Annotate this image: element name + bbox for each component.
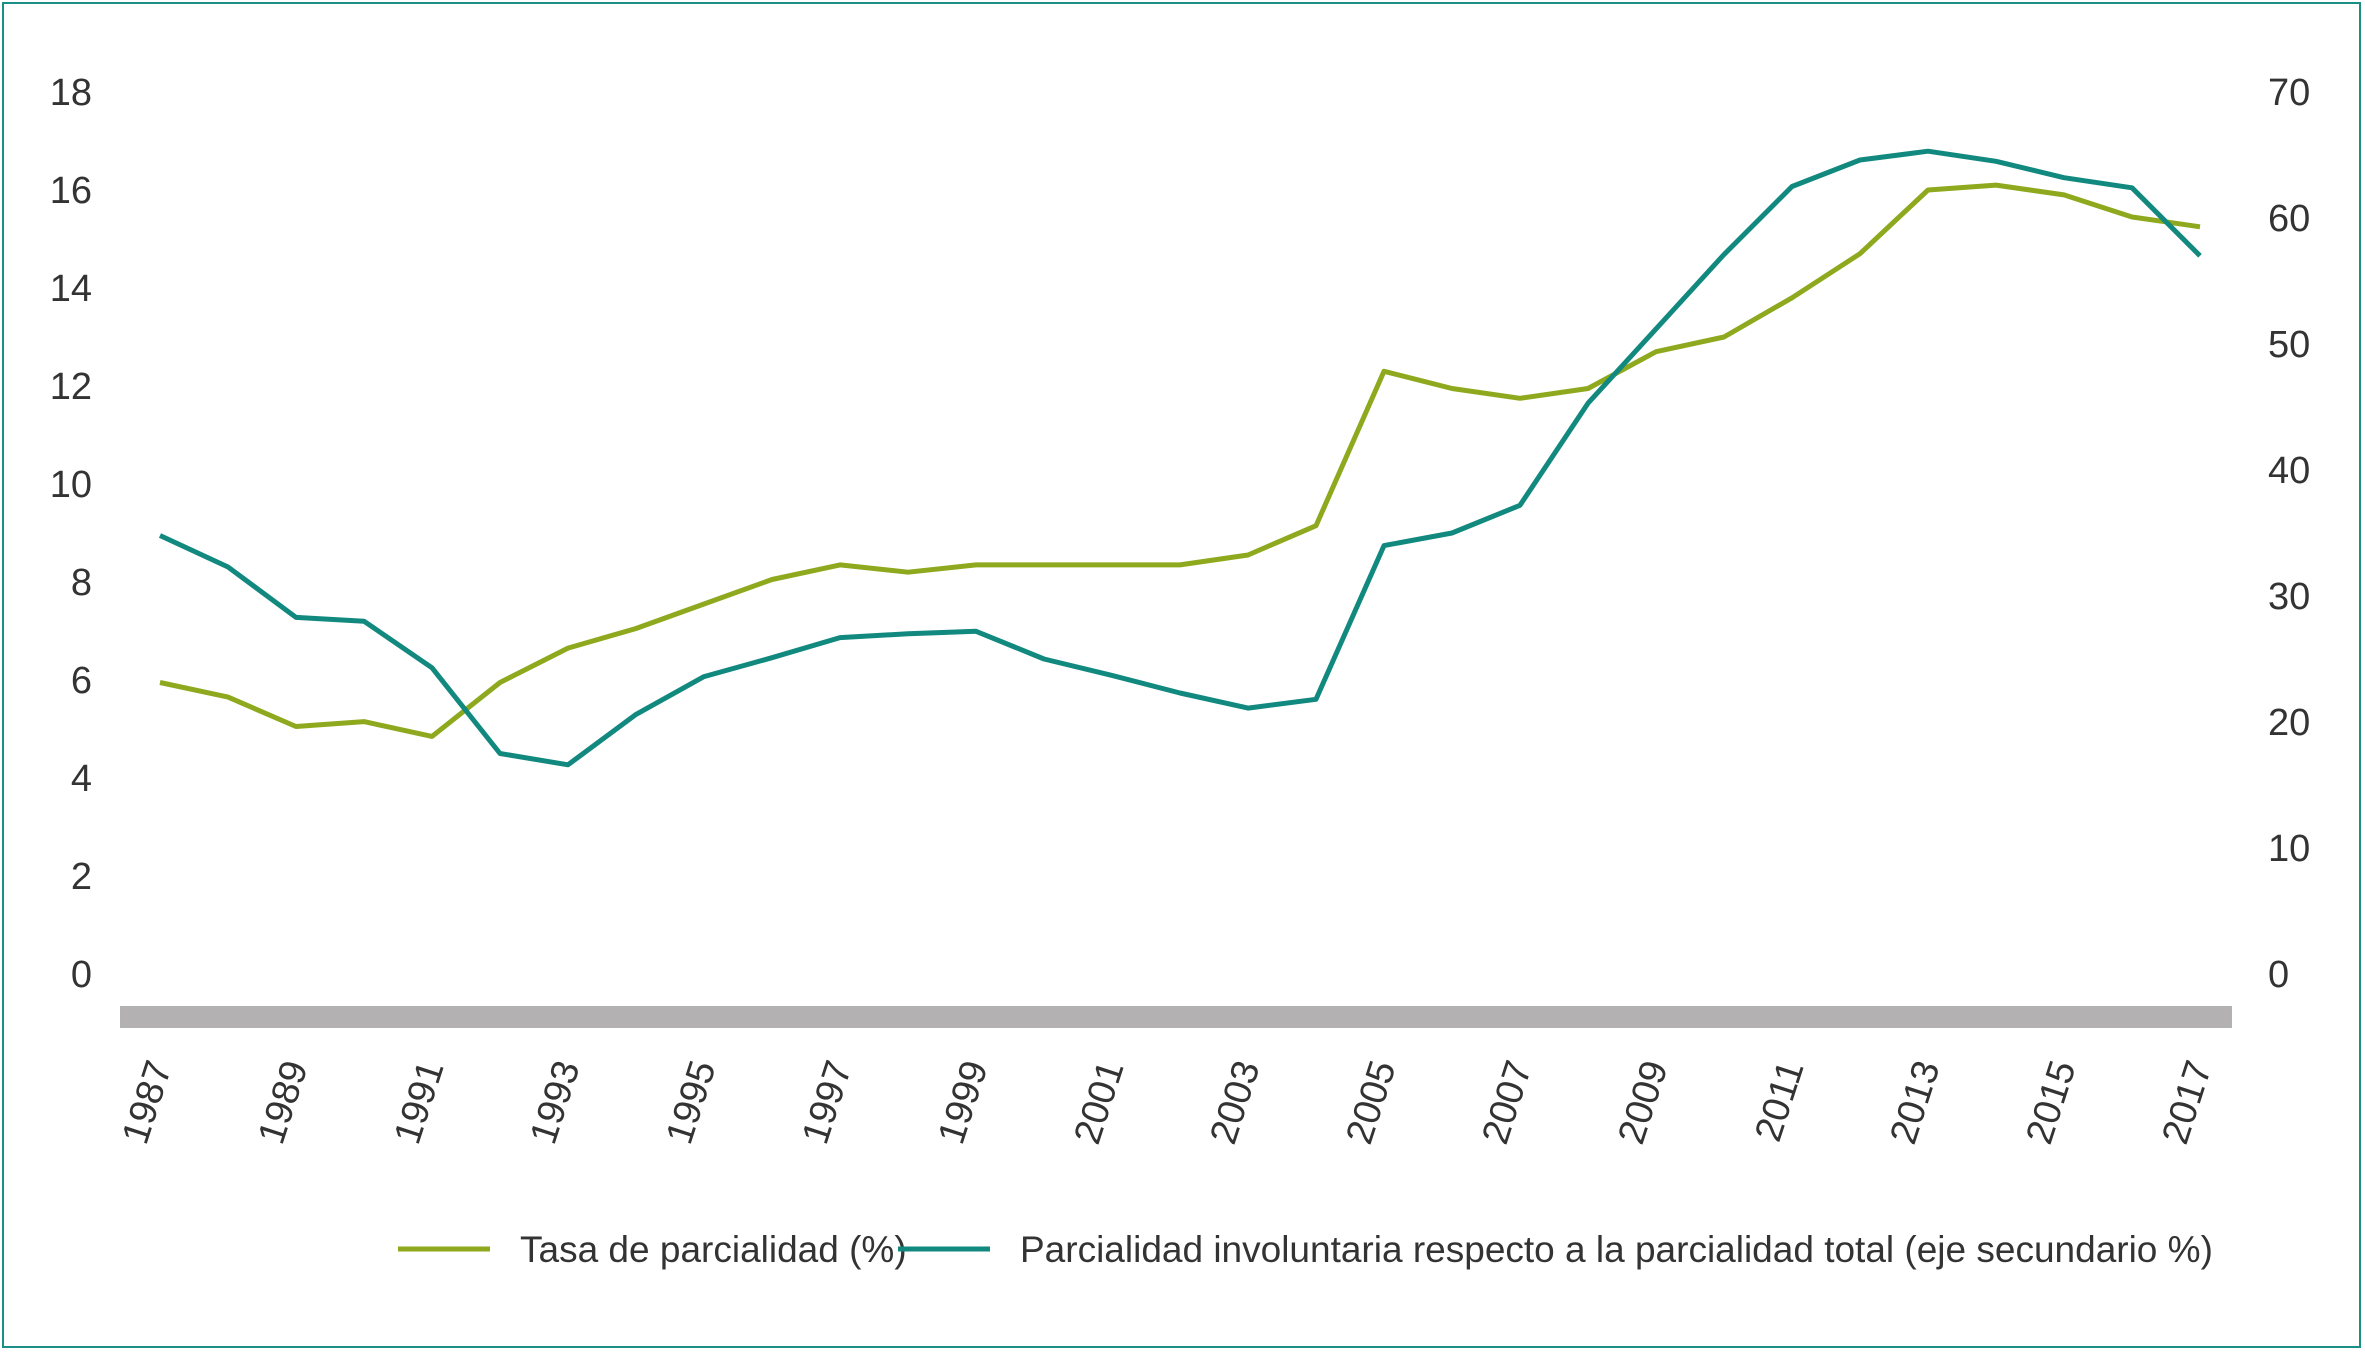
legend-label-involuntaria: Parcialidad involuntaria respecto a la p… <box>1020 1229 2213 1270</box>
right-axis-tick-label: 0 <box>2268 954 2289 996</box>
right-axis-tick-label: 60 <box>2268 198 2310 240</box>
right-axis-tick-label: 20 <box>2268 702 2310 744</box>
x-axis-tick-label: 2013 <box>1882 1056 1948 1149</box>
left-axis-ticks: 0 2 4 6 8 10 12 14 16 18 <box>50 72 92 996</box>
left-axis-tick-label: 14 <box>50 268 92 310</box>
x-axis-bar <box>120 1006 2232 1028</box>
x-axis-tick-label: 2009 <box>1610 1056 1676 1149</box>
x-axis-tick-label: 2015 <box>2018 1056 2084 1149</box>
right-axis-tick-label: 30 <box>2268 576 2310 618</box>
x-axis-ticks: 1987 1989 1991 1993 1995 1997 1999 2001 2003 2005… <box>114 1056 2220 1149</box>
left-axis-tick-label: 18 <box>50 72 92 114</box>
series-line-tasa <box>159 182 2201 739</box>
left-axis-tick-label: 12 <box>50 366 92 408</box>
left-axis-tick-label: 4 <box>71 758 92 800</box>
x-axis-tick-label: 1995 <box>658 1056 724 1149</box>
x-axis-tick-label: 1999 <box>930 1056 996 1149</box>
left-axis-tick-label: 10 <box>50 464 92 506</box>
x-axis-tick-label: 1987 <box>114 1056 180 1149</box>
right-axis-tick-label: 10 <box>2268 828 2310 870</box>
x-axis-tick-label: 2003 <box>1202 1056 1268 1149</box>
right-axis-tick-label: 70 <box>2268 72 2310 114</box>
right-axis-tick-label: 50 <box>2268 324 2310 366</box>
left-axis-tick-label: 2 <box>71 856 92 898</box>
right-axis-tick-label: 40 <box>2268 450 2310 492</box>
series-line-involuntaria <box>158 148 2202 768</box>
x-axis-tick-label: 1993 <box>522 1056 588 1149</box>
x-axis-tick-label: 2007 <box>1474 1056 1540 1149</box>
x-axis-tick-label: 1997 <box>794 1056 860 1149</box>
x-axis-tick-label: 1991 <box>386 1056 452 1149</box>
x-axis-tick-label: 2005 <box>1338 1056 1404 1149</box>
left-axis-tick-label: 0 <box>71 954 92 996</box>
x-axis-tick-label: 2011 <box>1747 1056 1812 1147</box>
x-axis-tick-label: 2001 <box>1066 1056 1132 1149</box>
left-axis-tick-label: 8 <box>71 562 92 604</box>
legend-label-tasa: Tasa de parcialidad (%) <box>520 1229 907 1270</box>
legend: Tasa de parcialidad (%) Parcialidad invo… <box>398 1229 2213 1270</box>
right-axis-ticks: 0 10 20 30 40 50 60 70 <box>2268 72 2310 996</box>
left-axis-tick-label: 16 <box>50 170 92 212</box>
x-axis-tick-label: 2017 <box>2154 1056 2220 1149</box>
left-axis-tick-label: 6 <box>71 660 92 702</box>
series-lines <box>158 148 2202 768</box>
x-axis-tick-label: 1989 <box>250 1056 316 1149</box>
